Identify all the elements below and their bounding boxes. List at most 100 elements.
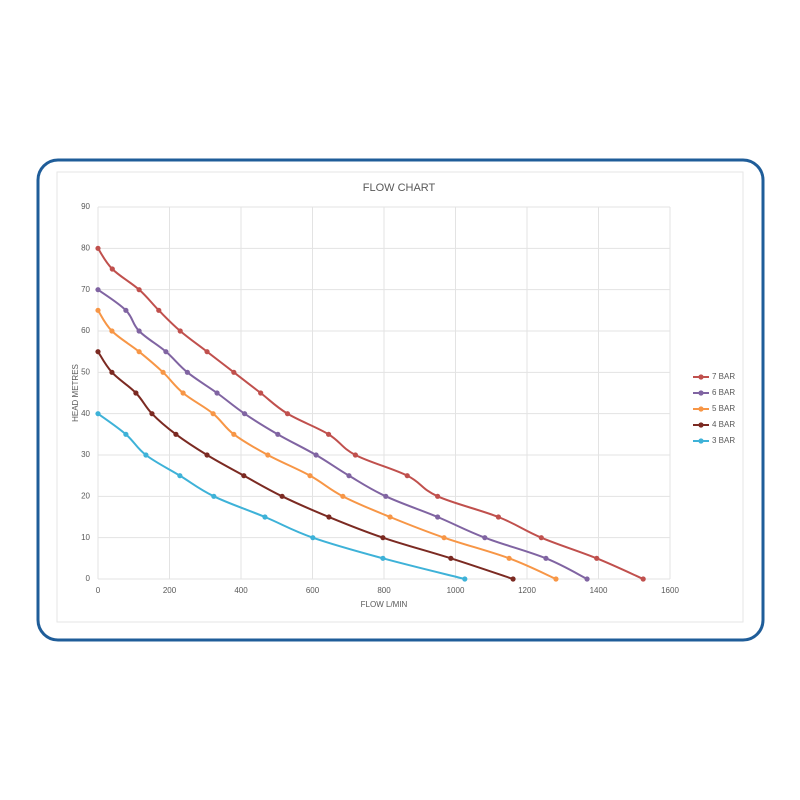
y-tick-label: 0	[86, 574, 91, 583]
data-point	[265, 452, 271, 458]
data-point	[95, 307, 101, 313]
x-tick-label: 800	[377, 586, 391, 595]
data-point	[387, 514, 393, 520]
data-point	[435, 493, 441, 499]
data-point	[307, 473, 313, 479]
data-point	[123, 307, 129, 313]
legend-marker	[698, 438, 704, 444]
x-tick-label: 400	[234, 586, 248, 595]
x-axis-label: FLOW L/MIN	[361, 600, 408, 609]
data-point	[404, 473, 410, 479]
y-tick-label: 70	[81, 285, 90, 294]
data-point	[136, 349, 142, 355]
data-point	[284, 411, 291, 417]
data-point	[211, 493, 217, 499]
data-point	[441, 535, 447, 541]
data-point	[136, 328, 142, 334]
data-point	[275, 431, 281, 437]
data-point	[482, 535, 488, 541]
series-line	[97, 412, 466, 580]
x-tick-label: 200	[163, 586, 177, 595]
legend-marker	[698, 374, 704, 380]
legend-label: 6 BAR	[712, 388, 735, 397]
data-point	[95, 349, 101, 355]
data-point	[109, 328, 115, 334]
data-point	[448, 555, 454, 561]
data-point	[383, 493, 389, 499]
data-point	[462, 576, 468, 582]
data-point	[95, 411, 101, 417]
y-tick-label: 40	[81, 409, 90, 418]
legend-marker	[698, 406, 704, 412]
chart-area	[56, 171, 744, 623]
data-point	[156, 307, 162, 313]
x-tick-label: 1200	[518, 586, 536, 595]
x-tick-label: 600	[306, 586, 320, 595]
x-tick-label: 1000	[447, 586, 465, 595]
data-point	[279, 493, 285, 499]
data-point	[184, 369, 190, 375]
data-point	[204, 452, 210, 458]
data-point	[262, 514, 268, 520]
data-point	[160, 369, 166, 375]
y-tick-label: 10	[81, 533, 90, 542]
data-point	[313, 452, 319, 458]
data-point	[340, 493, 346, 499]
data-point	[177, 328, 183, 334]
data-point	[435, 514, 441, 520]
data-point	[143, 452, 149, 458]
data-point	[594, 555, 600, 561]
data-point	[109, 266, 115, 272]
data-point	[133, 390, 139, 396]
data-point	[210, 411, 216, 417]
legend-label: 5 BAR	[712, 404, 735, 413]
data-point	[177, 473, 183, 479]
data-point	[163, 349, 169, 355]
data-point	[310, 535, 316, 541]
data-point	[231, 431, 237, 437]
data-point	[214, 390, 220, 396]
x-tick-label: 1400	[590, 586, 608, 595]
x-tick-label: 0	[96, 586, 101, 595]
data-point	[543, 555, 549, 561]
x-tick-label: 1600	[661, 586, 679, 595]
data-point	[241, 473, 247, 479]
y-tick-label: 30	[81, 450, 90, 459]
data-point	[553, 576, 559, 582]
data-point	[180, 390, 186, 396]
legend-label: 7 BAR	[712, 372, 735, 381]
data-point	[640, 576, 646, 582]
data-point	[495, 514, 501, 520]
data-point	[584, 576, 590, 582]
data-point	[95, 287, 101, 293]
data-point	[123, 431, 129, 437]
data-point	[204, 349, 210, 355]
data-point	[380, 555, 386, 561]
data-point	[173, 431, 179, 437]
data-point	[136, 287, 142, 293]
data-point	[231, 369, 237, 375]
y-tick-label: 50	[81, 367, 90, 376]
legend-marker	[698, 422, 704, 428]
legend-label: 3 BAR	[712, 436, 735, 445]
legend-marker	[698, 390, 704, 396]
data-point	[352, 452, 358, 458]
y-axis-label: HEAD METRES	[71, 364, 80, 422]
y-tick-label: 60	[81, 326, 90, 335]
y-tick-label: 20	[81, 491, 90, 500]
data-point	[325, 431, 332, 437]
data-point	[241, 411, 248, 417]
y-tick-label: 90	[81, 202, 90, 211]
data-point	[258, 390, 264, 396]
data-point	[506, 555, 512, 561]
y-tick-label: 80	[81, 243, 90, 252]
data-point	[95, 245, 101, 251]
data-point	[510, 576, 516, 582]
data-point	[109, 369, 115, 375]
data-point	[149, 411, 155, 417]
data-point	[380, 535, 386, 541]
data-point	[346, 473, 352, 479]
chart-title: FLOW CHART	[363, 182, 436, 194]
legend-label: 4 BAR	[712, 420, 735, 429]
